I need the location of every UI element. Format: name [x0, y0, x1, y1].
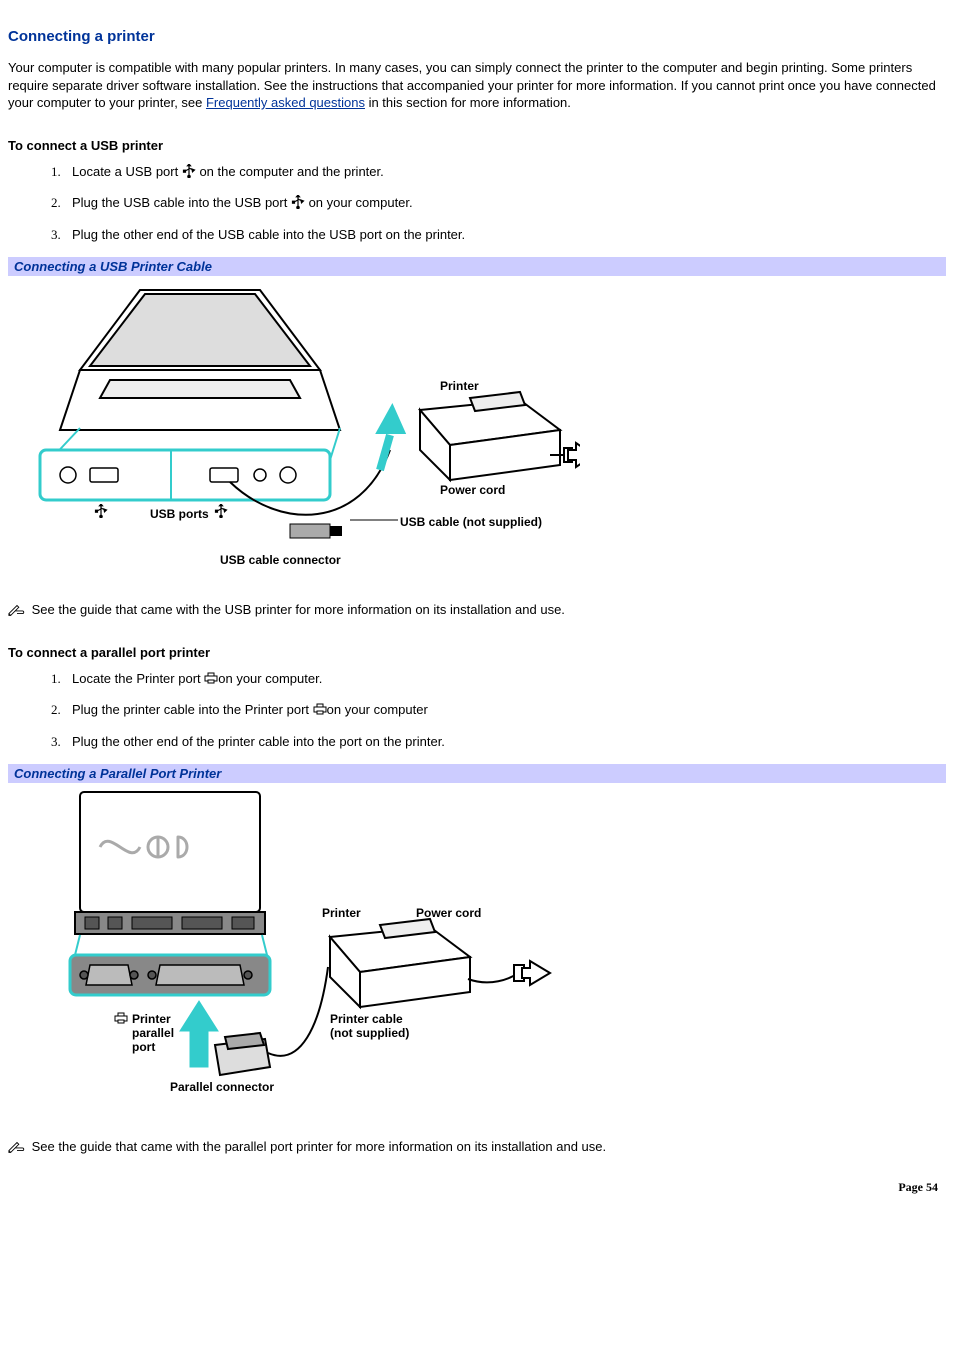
diagram-label-usb-cable: USB cable (not supplied) — [400, 515, 542, 529]
step-text: Plug the printer cable into the Printer … — [72, 702, 313, 717]
usb-note: See the guide that came with the USB pri… — [8, 601, 946, 619]
diagram-label-printer-cable-l1: Printer cable — [330, 1012, 403, 1026]
diagram-label-parallel-port-l1: Printer — [132, 1012, 171, 1026]
parallel-note: See the guide that came with the paralle… — [8, 1138, 946, 1156]
step-text: Locate the Printer port — [72, 671, 204, 686]
parallel-diagram: Printer Power cord Printer cable (not su… — [20, 787, 946, 1110]
diagram-label-printer-cable-l2: (not supplied) — [330, 1026, 409, 1040]
step-text: Plug the USB cable into the USB port — [72, 195, 291, 210]
usb-caption-bar: Connecting a USB Printer Cable — [8, 257, 946, 276]
list-item: Locate a USB port on the computer and th… — [64, 163, 946, 181]
usb-trident-icon — [182, 164, 196, 178]
usb-heading: To connect a USB printer — [8, 138, 946, 153]
list-item: Plug the other end of the printer cable … — [64, 733, 946, 751]
diagram-label-parallel-port-l3: port — [132, 1040, 155, 1054]
diagram-label-printer: Printer — [322, 906, 361, 920]
usb-steps-list: Locate a USB port on the computer and th… — [8, 163, 946, 244]
note-pencil-icon — [8, 1140, 26, 1154]
intro-text-2: in this section for more information. — [365, 95, 571, 110]
parallel-caption-bar: Connecting a Parallel Port Printer — [8, 764, 946, 783]
usb-trident-icon — [291, 195, 305, 209]
parallel-heading: To connect a parallel port printer — [8, 645, 946, 660]
diagram-label-power-cord: Power cord — [416, 906, 481, 920]
step-text: Locate a USB port — [72, 164, 182, 179]
usb-diagram: USB ports USB cable connector Printer — [20, 280, 946, 573]
step-text: Plug the other end of the USB cable into… — [72, 227, 465, 242]
diagram-label-usb-ports: USB ports — [150, 507, 209, 521]
list-item: Plug the printer cable into the Printer … — [64, 701, 946, 719]
page-title: Connecting a printer — [8, 28, 946, 45]
step-text: on the computer and the printer. — [196, 164, 384, 179]
diagram-label-power-cord: Power cord — [440, 483, 505, 497]
note-pencil-icon — [8, 603, 26, 617]
list-item: Locate the Printer port on your computer… — [64, 670, 946, 688]
list-item: Plug the USB cable into the USB port on … — [64, 194, 946, 212]
step-text: on your computer — [327, 702, 428, 717]
note-text: See the guide that came with the USB pri… — [32, 602, 565, 617]
faq-link[interactable]: Frequently asked questions — [206, 95, 365, 110]
printer-icon — [204, 671, 218, 685]
diagram-label-parallel-port-l2: parallel — [132, 1026, 174, 1040]
parallel-steps-list: Locate the Printer port on your computer… — [8, 670, 946, 751]
step-text: on your computer. — [218, 671, 322, 686]
diagram-label-usb-connector: USB cable connector — [220, 553, 341, 567]
list-item: Plug the other end of the USB cable into… — [64, 226, 946, 244]
diagram-label-parallel-connector: Parallel connector — [170, 1080, 274, 1094]
printer-icon — [313, 702, 327, 716]
diagram-label-printer: Printer — [440, 379, 479, 393]
step-text: Plug the other end of the printer cable … — [72, 734, 445, 749]
note-text: See the guide that came with the paralle… — [32, 1139, 606, 1154]
page-number: Page 54 — [8, 1180, 938, 1195]
intro-paragraph: Your computer is compatible with many po… — [8, 59, 946, 112]
step-text: on your computer. — [305, 195, 413, 210]
